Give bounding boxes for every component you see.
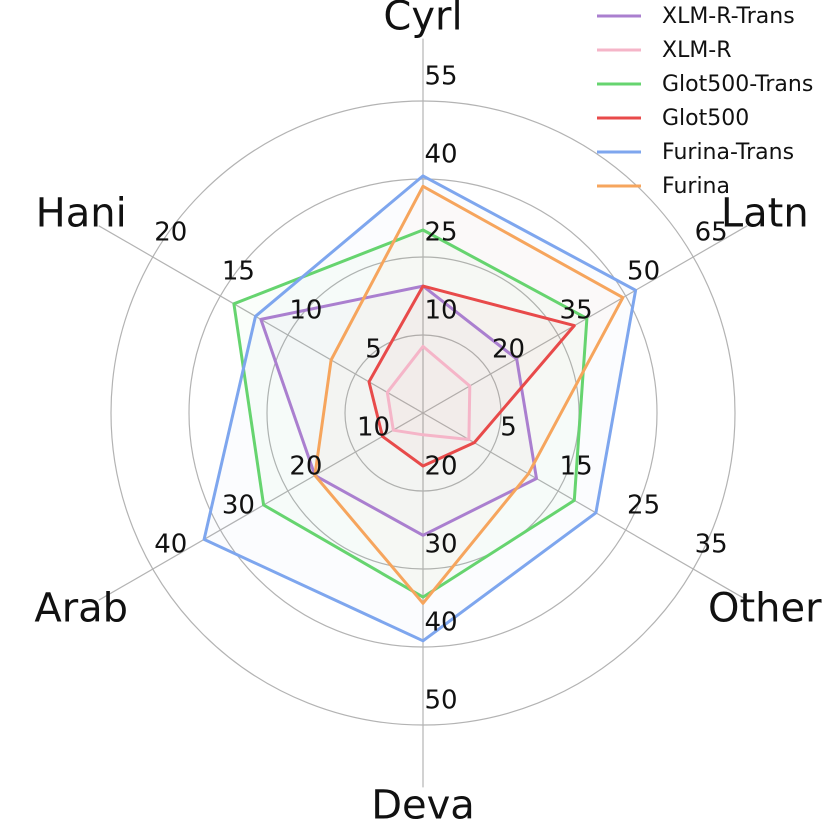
series-line-glot500-trans (232, 228, 589, 599)
tick-label-other-4: 35 (695, 530, 728, 560)
axis-label-hani: Hani (36, 191, 127, 237)
tick-label-arab-2: 20 (289, 452, 322, 482)
tick-label-deva-2: 30 (424, 530, 457, 560)
axis-label-latn: Latn (721, 191, 809, 237)
radar-grid (98, 38, 748, 788)
tick-label-deva-1: 20 (424, 452, 457, 482)
tick-label-latn-2: 35 (560, 296, 593, 326)
tick-label-hani-2: 10 (289, 296, 322, 326)
tick-label-other-2: 15 (560, 452, 593, 482)
legend: XLM-R-Trans XLM-R Glot500-Trans Glot500 Furi… (597, 4, 813, 199)
spoke-other (422, 412, 748, 601)
series-line-layer (202, 174, 638, 643)
tick-label-arab-4: 40 (154, 530, 187, 560)
tick-label-arab-1: 10 (357, 413, 390, 443)
tick-label-deva-4: 50 (424, 686, 457, 716)
legend-label-glot500-trans: Glot500-Trans (662, 72, 813, 97)
axis-label-other: Other (708, 585, 822, 631)
tick-label-layer: 10 25 40 55 20 35 50 65 5 15 25 35 20 30 40 50 10 20 30 40 5… (154, 62, 727, 716)
axis-label-layer: Cyrl Latn Other Deva Arab Hani (34, 0, 822, 829)
tick-label-arab-3: 30 (222, 491, 255, 521)
tick-label-cyrl-3: 40 (424, 140, 457, 170)
series-fill-layer (204, 176, 635, 641)
tick-label-other-1: 5 (500, 413, 517, 443)
tick-label-cyrl-1: 10 (424, 296, 457, 326)
series-line-xlm-r-trans (259, 284, 538, 537)
tick-label-cyrl-2: 25 (424, 218, 457, 248)
series-line-xlm-r (385, 344, 472, 441)
legend-label-glot500: Glot500 (662, 106, 749, 131)
series-line-glot500 (367, 284, 576, 468)
spoke-latn (422, 225, 748, 414)
tick-label-cyrl-4: 55 (424, 62, 457, 92)
legend-label-xlm-r: XLM-R (662, 38, 732, 63)
series-line-furina (313, 184, 625, 605)
axis-label-cyrl: Cyrl (383, 0, 462, 39)
tick-label-hani-1: 5 (365, 335, 382, 365)
tick-label-latn-4: 65 (695, 218, 728, 248)
legend-label-furina-trans: Furina-Trans (662, 140, 794, 165)
spoke-arab (98, 412, 424, 601)
axis-label-deva: Deva (371, 783, 475, 829)
tick-label-deva-3: 40 (424, 608, 457, 638)
tick-label-other-3: 25 (627, 491, 660, 521)
axis-label-arab: Arab (34, 585, 128, 631)
tick-label-hani-4: 20 (154, 218, 187, 248)
legend-label-xlm-r-trans: XLM-R-Trans (662, 4, 795, 29)
legend-label-furina: Furina (662, 174, 730, 199)
tick-label-latn-1: 20 (492, 335, 525, 365)
tick-label-hani-3: 15 (222, 257, 255, 287)
series-line-furina-trans (202, 174, 638, 643)
tick-label-latn-3: 50 (627, 257, 660, 287)
